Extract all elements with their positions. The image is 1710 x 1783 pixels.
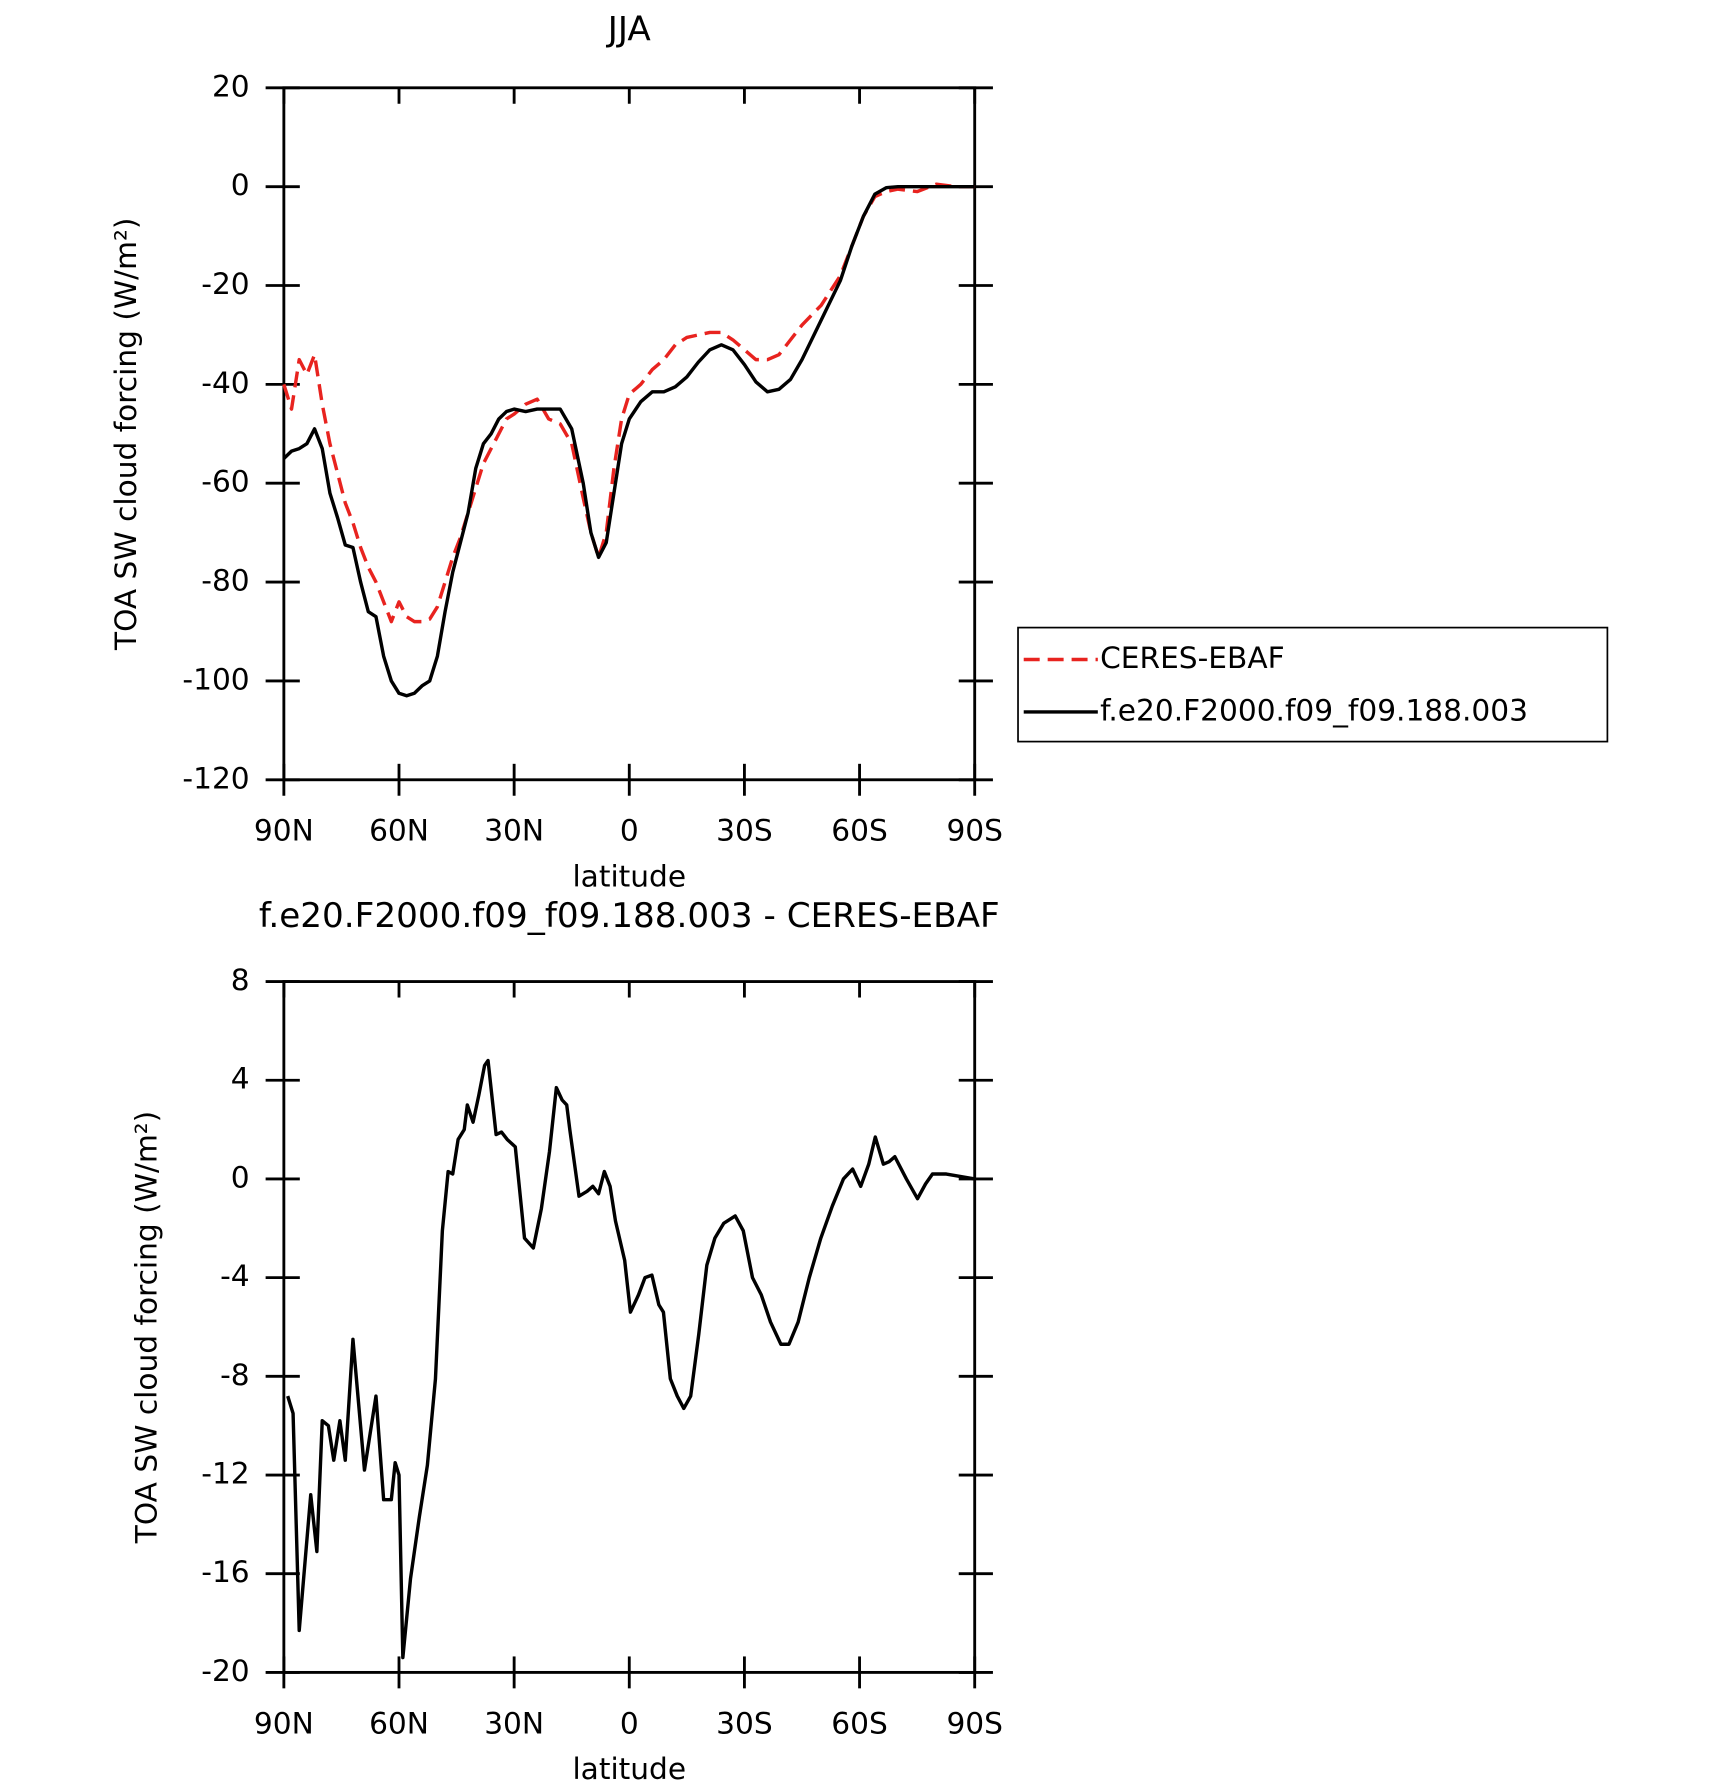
x-axis-label: latitude [572, 1751, 686, 1783]
y-tick-label: -100 [182, 661, 249, 696]
y-tick-label: -20 [201, 266, 249, 301]
x-tick-label: 30N [484, 1705, 544, 1740]
x-tick-label: 60S [831, 813, 888, 848]
y-tick-label: -40 [201, 365, 249, 400]
data-line [282, 182, 975, 624]
legend-box [1017, 626, 1609, 743]
y-tick-label: -4 [220, 1258, 250, 1293]
y-tick-label: 0 [231, 1159, 250, 1194]
x-tick-label: 0 [620, 1705, 639, 1740]
x-tick-label: 0 [620, 813, 639, 848]
x-tick-label: 90S [946, 813, 1003, 848]
y-tick-label: 8 [231, 962, 250, 997]
data-line [282, 184, 975, 698]
x-tick-label: 90N [254, 813, 314, 848]
x-tick-label: 60N [369, 1705, 429, 1740]
plot-frame [282, 86, 977, 782]
legend-label: f.e20.F2000.f09_f09.188.003 [1100, 692, 1528, 727]
legend-label: CERES-EBAF [1100, 640, 1285, 675]
y-axis-label: TOA SW cloud forcing (W/m²) [129, 1111, 164, 1544]
chart-title: f.e20.F2000.f09_f09.188.003 - CERES-EBAF [259, 896, 1000, 936]
y-tick-label: -20 [201, 1653, 249, 1688]
y-tick-label: -16 [201, 1554, 249, 1589]
chart-title: JJA [606, 9, 652, 49]
y-tick-label: -80 [201, 563, 249, 598]
x-tick-label: 90N [254, 1705, 314, 1740]
x-axis-label: latitude [572, 858, 686, 893]
x-tick-label: 60S [831, 1705, 888, 1740]
y-tick-label: -12 [201, 1456, 249, 1491]
x-tick-label: 60N [369, 813, 429, 848]
x-tick-label: 30N [484, 813, 544, 848]
y-tick-label: 0 [231, 167, 250, 202]
y-tick-label: -8 [220, 1357, 250, 1392]
plot-frame [282, 980, 977, 1674]
y-tick-label: 4 [231, 1061, 250, 1096]
y-tick-label: 20 [212, 68, 250, 103]
x-tick-label: 90S [946, 1705, 1003, 1740]
y-tick-label: -120 [182, 760, 249, 795]
y-axis-label: TOA SW cloud forcing (W/m²) [108, 218, 143, 651]
x-tick-label: 30S [716, 813, 773, 848]
y-tick-label: -60 [201, 464, 249, 499]
x-tick-label: 30S [716, 1705, 773, 1740]
data-line [286, 1058, 975, 1660]
